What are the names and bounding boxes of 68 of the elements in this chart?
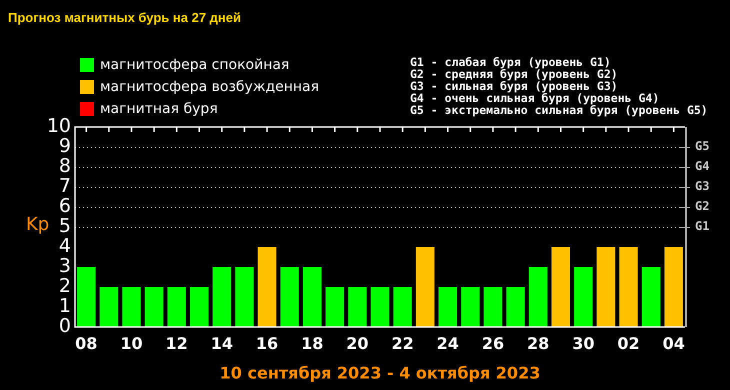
bar [574,267,593,327]
x-tick-label: 12 [166,334,188,353]
x-tick-label: 30 [572,334,594,353]
y-tick-label: 9 [58,134,71,157]
bar [416,247,434,327]
bar [596,247,616,327]
x-tick-label: 24 [436,334,459,353]
bar [77,267,96,327]
text: G5 - экстремально сильная буря (уровень G5) [410,103,708,117]
x-tick-label: 08 [75,334,98,353]
bar [484,287,502,327]
bar [122,287,141,327]
y-tick-label: 2 [58,274,71,297]
bar [190,287,209,327]
bar [642,267,660,327]
bar [551,247,570,327]
chart-title: Прогноз магнитных бурь на 27 дней [8,10,241,25]
text: G4 - очень сильная буря (уровень G4) [410,91,660,105]
bar [664,247,683,327]
bar [235,267,254,327]
x-tick-label: 18 [301,334,324,353]
y-tick-label: 3 [58,254,71,277]
x-tick-label: 14 [210,334,233,353]
x-tick-label: 02 [617,334,640,353]
bar [100,287,118,327]
x-tick-label: 04 [662,334,685,353]
bar [506,287,525,327]
bar [280,267,299,327]
y-tick-label: 7 [58,174,71,197]
bar [438,287,458,327]
x-tick-label: 28 [527,334,550,353]
legend-label: магнитная буря [100,101,218,117]
ref-line-label: G5 [695,139,710,154]
bar [528,267,548,327]
legend-label: магнитосфера возбужденная [100,79,320,95]
y-tick-label: 6 [58,194,71,217]
y-axis-title: Kp [26,214,50,235]
bar [212,267,232,327]
y-tick-label: 5 [58,214,71,237]
y-tick-label: 1 [58,294,71,317]
bar [326,287,344,327]
bar [144,287,164,327]
y-tick-label: 10 [46,114,71,137]
x-axis-title: 10 сентября 2023 - 4 октября 2023 [220,364,540,383]
bar [393,287,412,327]
ref-line-label: G2 [695,199,710,214]
bar [167,287,186,327]
legend-label: магнитосфера спокойная [100,57,290,73]
ref-line-label: G4 [695,159,710,174]
y-tick-label: 0 [58,314,71,337]
ref-line-label: G3 [695,179,710,194]
bar [348,287,367,327]
x-tick-label: 16 [256,334,278,353]
text: G1 - слабая буря (уровень G1) [410,55,612,69]
x-tick-label: 20 [346,334,369,353]
bar [302,267,322,327]
x-tick-label: 10 [120,334,143,353]
bar [258,247,276,327]
ref-line-label: G1 [695,219,710,234]
text: G3 - сильная буря (уровень G3) [410,79,619,93]
text: G2 - средняя буря (уровень G2) [410,67,619,81]
bar [461,287,480,327]
bar [370,287,390,327]
y-tick-label: 8 [58,154,71,177]
bar [619,247,638,327]
x-tick-label: 26 [482,334,504,353]
x-tick-label: 22 [391,334,414,353]
y-tick-label: 4 [58,234,71,257]
